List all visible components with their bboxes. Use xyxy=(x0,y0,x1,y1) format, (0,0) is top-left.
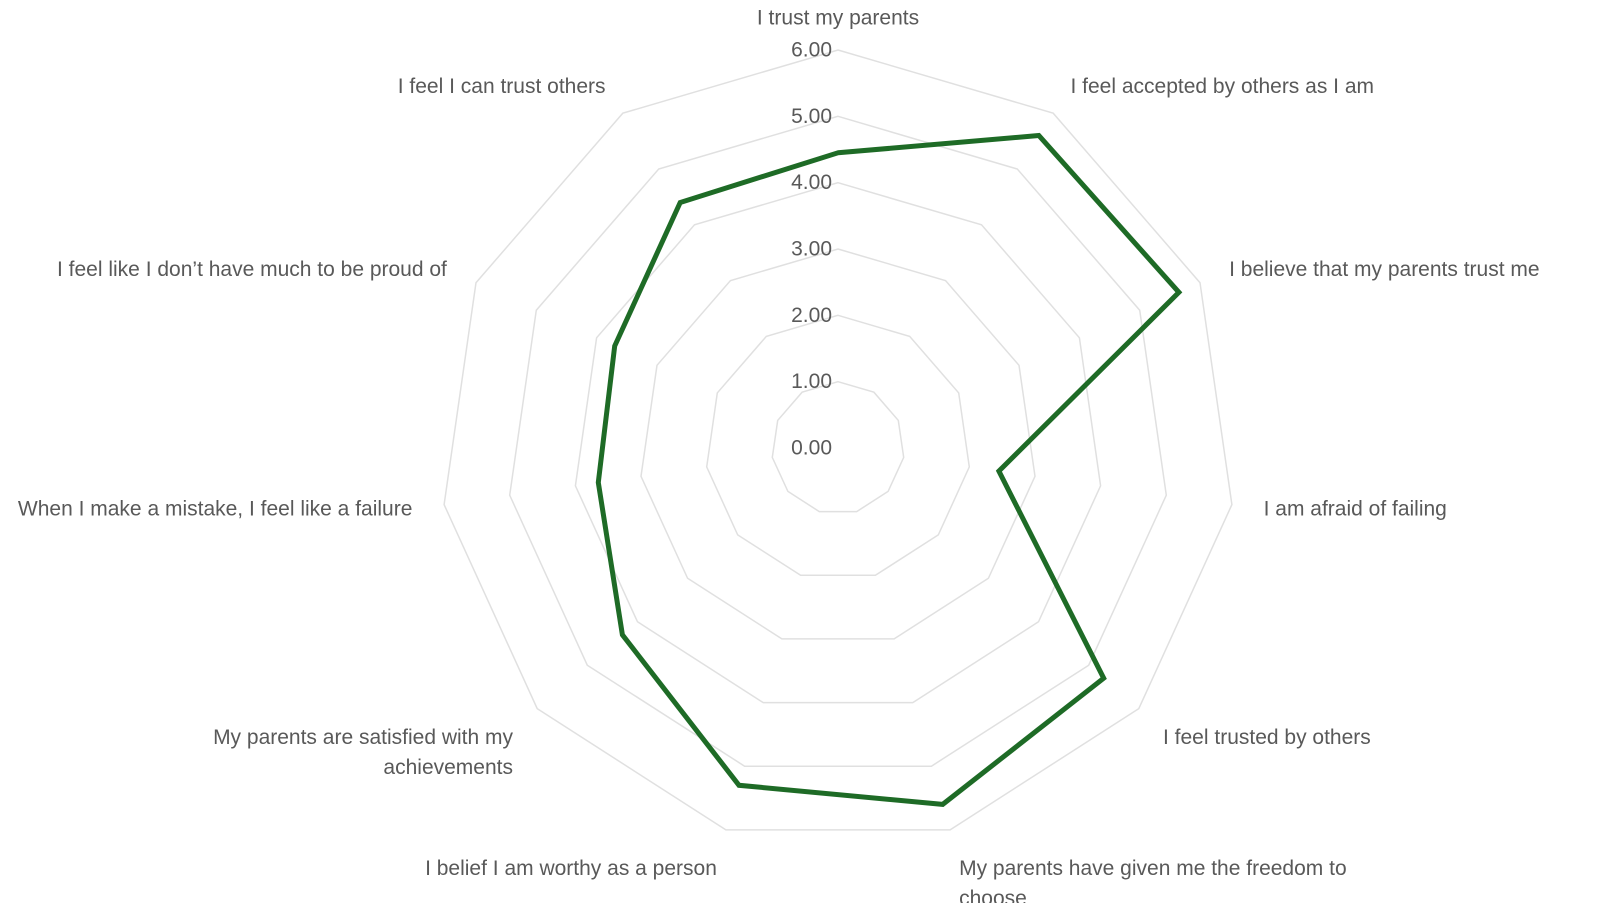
tick-label: 4.00 xyxy=(791,171,832,194)
axis-label: I feel I can trust others xyxy=(398,75,606,98)
tick-label: 0.00 xyxy=(791,437,832,460)
axis-label: I feel accepted by others as I am xyxy=(1071,75,1375,98)
axis-label: I feel like I don’t have much to be prou… xyxy=(57,258,447,281)
axis-label: When I make a mistake, I feel like a fai… xyxy=(18,498,413,521)
grid-ring xyxy=(640,248,1036,640)
grid-ring xyxy=(705,314,971,577)
series-line-0 xyxy=(595,132,1183,807)
tick-label: 2.00 xyxy=(791,304,832,327)
tick-label: 1.00 xyxy=(791,370,832,393)
grid-ring xyxy=(443,49,1233,831)
grid-ring xyxy=(574,181,1102,704)
axis-label: I feel trusted by others xyxy=(1163,726,1371,749)
axis-labels: I trust my parents I feel accepted by oth… xyxy=(18,7,1540,903)
tick-labels: 0.00 1.00 2.00 3.00 4.00 5.00 6.00 xyxy=(791,39,832,460)
axis-label: My parents have given me the freedom to c… xyxy=(959,857,1347,903)
grid-ring xyxy=(508,115,1168,767)
axis-label: I trust my parents xyxy=(757,7,919,30)
tick-label: 5.00 xyxy=(791,105,832,128)
tick-label: 3.00 xyxy=(791,238,832,261)
axis-label: My parents are satisfied with my achievem… xyxy=(213,726,513,779)
grid-ring xyxy=(771,380,905,513)
tick-label: 6.00 xyxy=(791,39,832,62)
grid-rings xyxy=(443,49,1233,831)
axis-label: I am afraid of failing xyxy=(1264,498,1447,521)
series-layer xyxy=(595,132,1183,807)
axis-label: I believe that my parents trust me xyxy=(1229,258,1539,281)
axis-label: I belief I am worthy as a person xyxy=(425,857,717,880)
